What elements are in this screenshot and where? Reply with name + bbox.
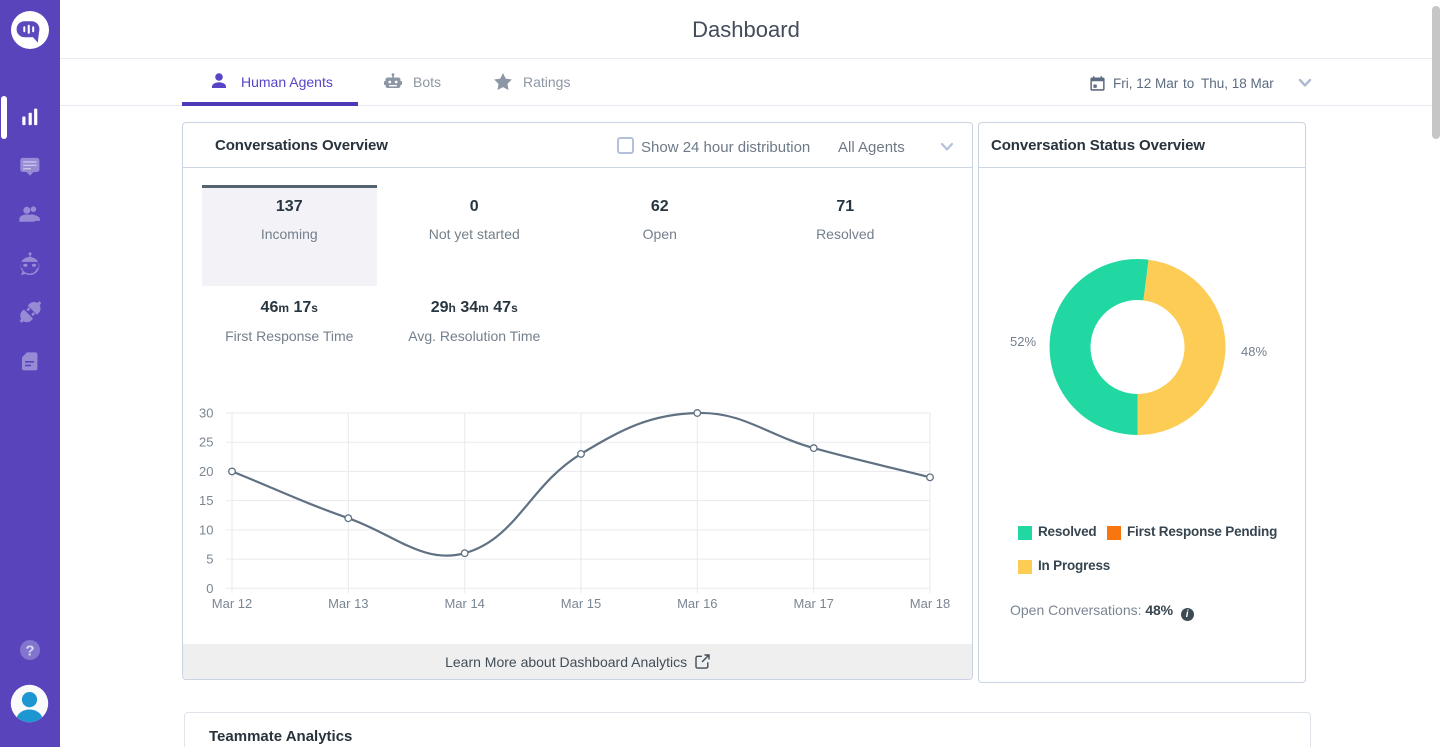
svg-text:?: ? [25,642,34,659]
svg-text:30: 30 [199,406,213,421]
svg-text:25: 25 [199,435,213,450]
svg-text:15: 15 [199,493,213,508]
svg-text:10: 10 [199,522,213,537]
svg-text:Mar 16: Mar 16 [677,596,717,611]
svg-text:Mar 17: Mar 17 [793,596,833,611]
svg-text:5: 5 [206,552,213,567]
svg-text:0: 0 [206,581,213,596]
svg-text:Mar 13: Mar 13 [328,596,368,611]
svg-text:20: 20 [199,464,213,479]
svg-text:Mar 12: Mar 12 [212,596,252,611]
svg-text:Mar 14: Mar 14 [444,596,484,611]
svg-text:Mar 18: Mar 18 [910,596,950,611]
svg-text:Mar 15: Mar 15 [561,596,601,611]
